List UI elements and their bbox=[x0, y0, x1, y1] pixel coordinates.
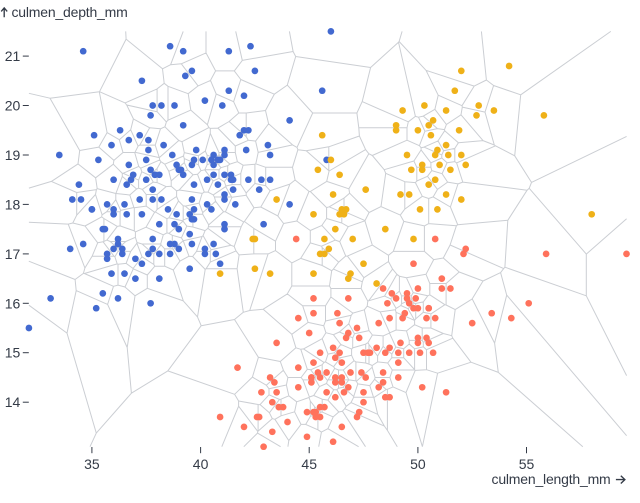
svg-text:35: 35 bbox=[84, 456, 100, 472]
svg-text:40: 40 bbox=[193, 456, 209, 472]
svg-text:16: 16 bbox=[5, 295, 21, 311]
svg-text:15: 15 bbox=[5, 345, 21, 361]
svg-text:45: 45 bbox=[301, 456, 317, 472]
svg-text:17: 17 bbox=[5, 246, 21, 262]
svg-text:20: 20 bbox=[5, 98, 21, 114]
svg-text:culmen_depth_mm: culmen_depth_mm bbox=[12, 4, 128, 20]
svg-text:18: 18 bbox=[5, 196, 21, 212]
svg-text:14: 14 bbox=[5, 394, 21, 410]
svg-text:culmen_length_mm: culmen_length_mm bbox=[492, 471, 611, 487]
svg-text:55: 55 bbox=[519, 456, 535, 472]
svg-text:50: 50 bbox=[410, 456, 426, 472]
svg-text:19: 19 bbox=[5, 147, 21, 163]
svg-text:21: 21 bbox=[5, 48, 21, 64]
